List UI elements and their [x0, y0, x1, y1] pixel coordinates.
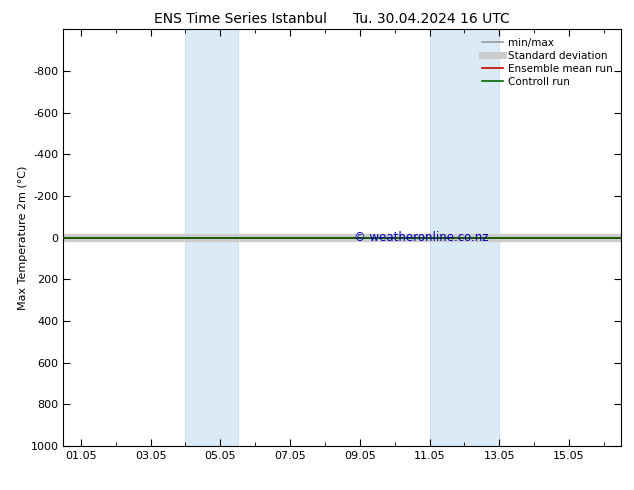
Bar: [185, 29, 238, 446]
Text: Tu. 30.04.2024 16 UTC: Tu. 30.04.2024 16 UTC: [353, 12, 510, 26]
Legend: min/max, Standard deviation, Ensemble mean run, Controll run: min/max, Standard deviation, Ensemble me…: [479, 35, 616, 90]
Text: © weatheronline.co.nz: © weatheronline.co.nz: [354, 231, 488, 244]
Text: ENS Time Series Istanbul: ENS Time Series Istanbul: [155, 12, 327, 26]
Y-axis label: Max Temperature 2m (°C): Max Temperature 2m (°C): [18, 166, 28, 310]
Bar: [429, 29, 500, 446]
